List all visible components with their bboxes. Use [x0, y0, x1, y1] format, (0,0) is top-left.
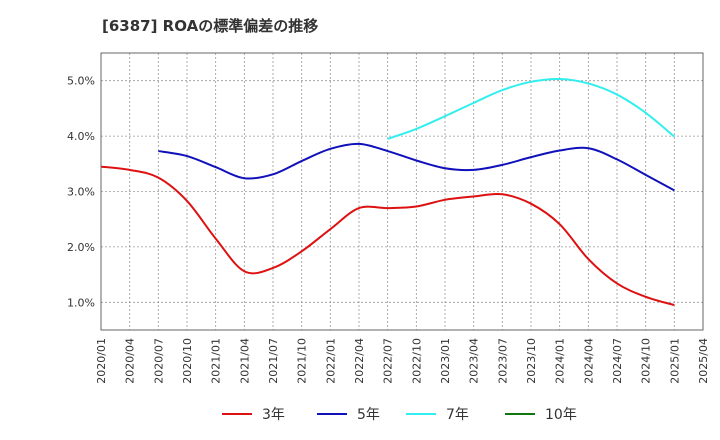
legend: 3年 5年 7年 10年 [222, 407, 577, 423]
x-tick-label: 2024/10 [640, 338, 653, 384]
x-tick-label: 2022/04 [353, 338, 366, 384]
series-line-2 [387, 78, 675, 140]
x-tick-label: 2024/07 [611, 338, 624, 384]
x-tick-label: 2020/07 [152, 338, 165, 384]
legend-label: 10年 [545, 407, 577, 423]
chart-title: [6387] ROAの標準偏差の推移 [102, 17, 318, 35]
y-tick-label: 5.0% [67, 75, 95, 88]
y-tick-label: 3.0% [67, 186, 95, 199]
plot-frame [100, 52, 704, 331]
y-axis-ticks: 1.0% 2.0% 3.0% 4.0% 5.0% [67, 75, 95, 310]
series-lines [100, 78, 675, 307]
series-line-0 [100, 165, 675, 307]
x-tick-label: 2021/10 [296, 338, 309, 384]
x-tick-label: 2023/01 [439, 338, 452, 384]
legend-label: 5年 [357, 407, 380, 423]
x-tick-label: 2022/07 [382, 338, 395, 384]
x-axis-ticks: 2020/01 2020/04 2020/07 2020/10 2021/01 2021/… [95, 338, 710, 384]
legend-label: 7年 [446, 407, 469, 423]
x-tick-label: 2025/04 [697, 338, 710, 384]
grid-lines [101, 53, 703, 330]
x-tick-label: 2023/10 [525, 338, 538, 384]
x-tick-label: 2022/01 [324, 338, 337, 384]
x-tick-label: 2021/07 [267, 338, 280, 384]
x-tick-label: 2020/01 [95, 338, 108, 384]
x-tick-label: 2021/01 [210, 338, 223, 384]
y-tick-label: 4.0% [67, 130, 95, 143]
x-tick-label: 2022/10 [410, 338, 423, 384]
x-tick-label: 2025/01 [668, 338, 681, 384]
x-tick-label: 2023/04 [468, 338, 481, 384]
x-tick-label: 2020/10 [181, 338, 194, 384]
x-tick-label: 2023/07 [496, 338, 509, 384]
y-tick-label: 2.0% [67, 241, 95, 254]
y-tick-label: 1.0% [67, 296, 95, 309]
x-tick-label: 2024/04 [582, 338, 595, 384]
x-tick-label: 2021/04 [238, 338, 251, 384]
x-tick-label: 2020/04 [124, 338, 137, 384]
x-tick-label: 2024/01 [554, 338, 567, 384]
series-line-1 [158, 142, 675, 192]
legend-label: 3年 [262, 407, 285, 423]
